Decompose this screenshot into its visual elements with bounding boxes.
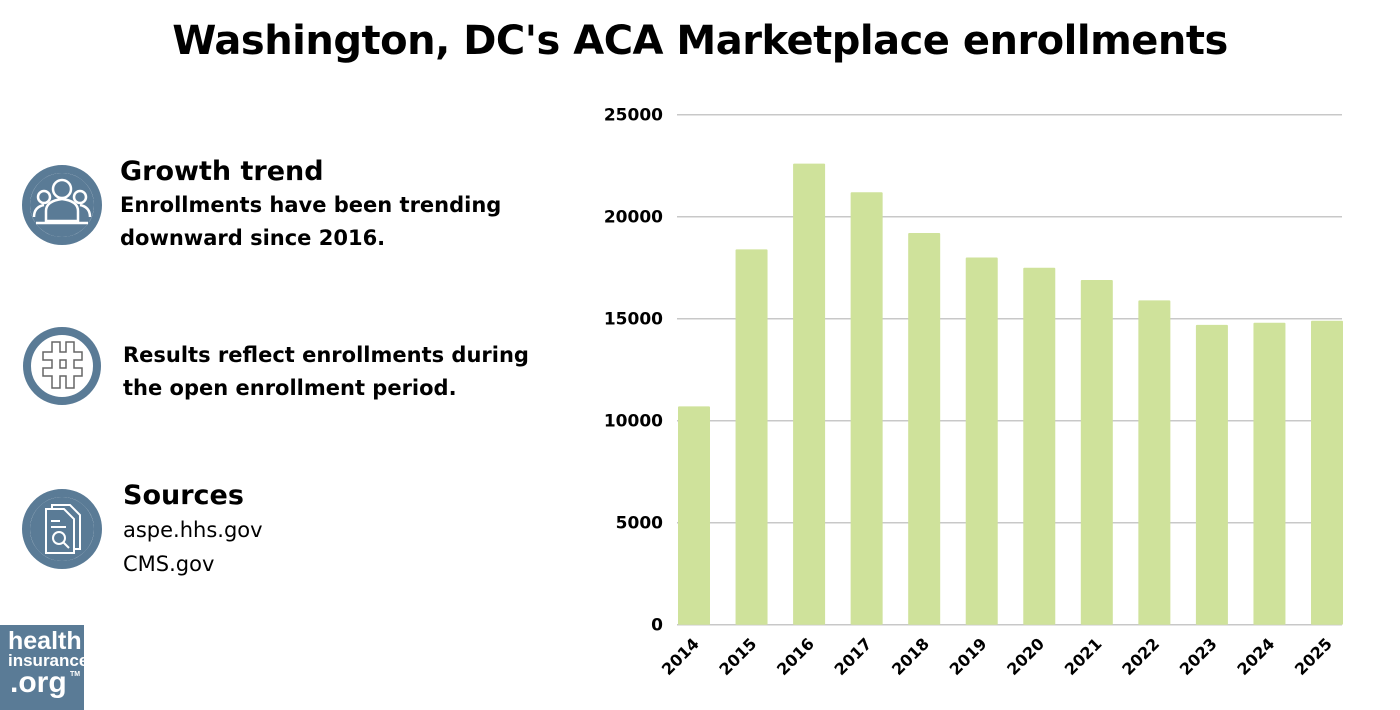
y-tick-label: 25000 xyxy=(604,106,663,126)
x-tick-label: 2023 xyxy=(1176,634,1221,679)
y-tick-label: 20000 xyxy=(604,208,663,228)
bar-2019 xyxy=(965,257,998,625)
bar-2016 xyxy=(793,163,826,625)
y-tick-label: 15000 xyxy=(604,310,663,330)
bar-2021 xyxy=(1080,279,1113,625)
page-title: Washington, DC's ACA Marketplace enrollm… xyxy=(172,18,1228,64)
bar-2020 xyxy=(1023,267,1056,625)
y-tick-label: 5000 xyxy=(616,514,663,534)
x-tick-label: 2025 xyxy=(1291,634,1336,679)
note-text-1: Results reflect enrollments during xyxy=(123,343,529,367)
sources-heading: Sources xyxy=(123,480,244,511)
bar-2022 xyxy=(1138,300,1171,625)
growth-trend-block: Growth trend Enrollments have been trend… xyxy=(120,155,501,255)
logo-line2: insurance xyxy=(8,651,89,670)
healthinsurance-logo[interactable]: health insurance .org TM xyxy=(0,625,88,710)
hashtag-icon xyxy=(23,327,101,405)
bar-2015 xyxy=(735,249,768,625)
logo-tm: TM xyxy=(70,671,81,678)
x-tick-label: 2022 xyxy=(1118,634,1163,679)
x-tick-label: 2020 xyxy=(1003,634,1048,679)
logo-line1: health xyxy=(8,627,82,655)
x-tick-label: 2014 xyxy=(658,634,703,679)
bar-2025 xyxy=(1311,320,1343,625)
x-tick-label: 2016 xyxy=(773,634,818,679)
x-tick-label: 2019 xyxy=(946,634,991,679)
bar-2014 xyxy=(678,406,710,625)
x-tick-label: 2017 xyxy=(831,634,876,679)
document-search-icon xyxy=(22,489,102,569)
logo-line3: .org xyxy=(10,666,67,699)
bar-2017 xyxy=(850,192,883,625)
x-tick-label: 2021 xyxy=(1061,634,1106,679)
bar-2024 xyxy=(1253,322,1286,625)
bar-2023 xyxy=(1195,324,1228,625)
x-tick-label: 2024 xyxy=(1233,634,1278,679)
growth-trend-text-2: downward since 2016. xyxy=(120,226,386,250)
source-link[interactable]: CMS.gov xyxy=(123,552,215,576)
people-group-icon xyxy=(22,165,102,245)
bar-2018 xyxy=(908,233,941,625)
x-tick-label: 2018 xyxy=(888,634,933,679)
growth-trend-heading: Growth trend xyxy=(120,156,324,187)
note-text-2: the open enrollment period. xyxy=(123,376,457,400)
y-tick-label: 10000 xyxy=(604,412,663,432)
x-tick-label: 2015 xyxy=(715,634,760,679)
growth-trend-text-1: Enrollments have been trending xyxy=(120,193,502,217)
y-tick-label: 0 xyxy=(651,616,663,636)
source-link[interactable]: aspe.hhs.gov xyxy=(123,518,263,542)
note-block: Results reflect enrollments during the o… xyxy=(123,339,529,405)
sources-block: Sources aspe.hhs.gov CMS.gov xyxy=(123,479,263,581)
